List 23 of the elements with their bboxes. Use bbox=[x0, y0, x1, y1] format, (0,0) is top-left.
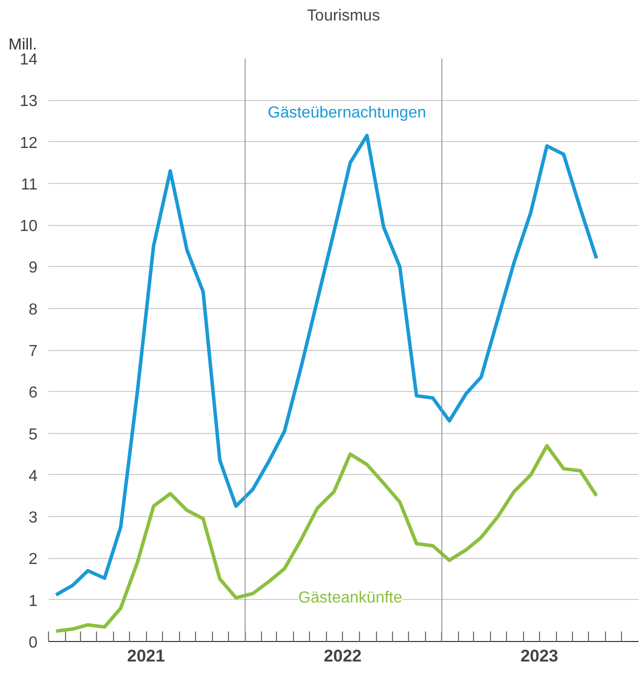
y-tick-label: 12 bbox=[20, 134, 38, 152]
chart-title: Tourismus bbox=[307, 8, 380, 24]
series-label: Gästeübernachtungen bbox=[268, 104, 426, 122]
x-tick-label: 2021 bbox=[127, 646, 165, 666]
y-tick-label: 5 bbox=[28, 426, 38, 444]
y-tick-label: 4 bbox=[28, 468, 38, 485]
y-tick-label: 7 bbox=[28, 343, 38, 360]
y-tick-label: 1 bbox=[28, 592, 38, 610]
y-tick-label: 2 bbox=[28, 551, 38, 568]
x-tick-label: 2022 bbox=[324, 646, 362, 666]
x-tick-label: 2023 bbox=[520, 646, 558, 666]
y-tick-label: 6 bbox=[28, 384, 38, 402]
y-tick-label: 3 bbox=[28, 510, 38, 527]
y-tick-label: 14 bbox=[20, 52, 38, 68]
y-tick-label: 11 bbox=[20, 176, 38, 194]
line-series bbox=[54, 444, 598, 633]
y-tick-label: 10 bbox=[20, 218, 38, 236]
y-tick-label: 0 bbox=[28, 634, 38, 652]
y-tick-label: 8 bbox=[28, 301, 38, 318]
series-label: Gästeankünfte bbox=[298, 589, 402, 606]
y-tick-label: 9 bbox=[28, 260, 38, 277]
y-axis-title: Mill. bbox=[8, 36, 37, 54]
y-tick-label: 13 bbox=[20, 93, 38, 110]
